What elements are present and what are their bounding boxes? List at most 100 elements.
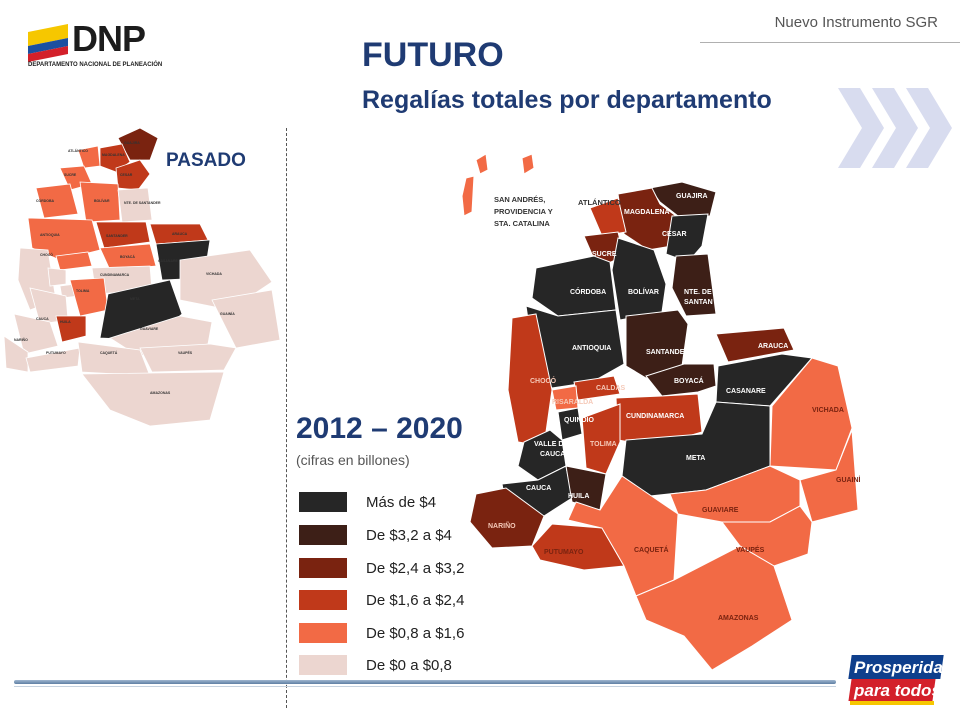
past-label-guainia: GUAINÍA <box>220 311 235 316</box>
past-label-casanare: CASANARE <box>158 259 179 263</box>
legend-label: De $1,6 a $2,4 <box>366 591 465 609</box>
label-cundinamarca: CUNDINAMARCA <box>626 413 684 420</box>
past-label-huila: HUILA <box>60 320 71 324</box>
past-label-choco: CHOCÓ <box>40 252 53 257</box>
legend-item: Más de $4 <box>299 491 436 513</box>
legend-label: De $0,8 a $1,6 <box>366 624 465 642</box>
past-label-guaviare: GUAVIARE <box>140 327 159 331</box>
region-nte-santander <box>671 253 717 317</box>
island-small <box>521 153 535 175</box>
region-huila <box>565 465 607 511</box>
region-guajira <box>649 181 717 217</box>
region-risaralda <box>551 385 579 411</box>
footer-bar-line <box>14 686 836 687</box>
page-subtitle: Regalías totales por departamento <box>362 86 772 114</box>
label-vichada: VICHADA <box>812 407 844 414</box>
header-rule <box>700 42 960 43</box>
legend-swatch <box>299 492 347 512</box>
region-cesar <box>665 213 709 263</box>
dnp-logo: DNP DEPARTAMENTO NACIONAL DE PLANEACIÓN <box>28 18 208 70</box>
past-label-arauca: ARAUCA <box>172 232 188 236</box>
label-huila: HUILA <box>568 493 589 500</box>
label-meta: META <box>686 455 705 462</box>
legend-label: Más de $4 <box>366 493 437 511</box>
label-nte-santander: NTE. DE <box>684 289 712 296</box>
legend-label: De $0 a $0,8 <box>366 656 452 674</box>
past-region-boyaca <box>99 243 157 271</box>
label-arauca: ARAUCA <box>758 343 788 350</box>
legend-swatch <box>299 558 347 578</box>
legend-swatch <box>299 655 347 675</box>
past-map-label: PASADO <box>166 150 246 171</box>
past-region-tolima <box>69 277 109 317</box>
past-region-nte-santander <box>117 187 153 223</box>
label-vaupes: VAUPÉS <box>736 545 765 554</box>
prosperidad-logo: Prosperidad para todos <box>846 655 953 707</box>
region-cordoba <box>531 255 617 317</box>
past-label-nte-santander: NTE. DE SANTANDER <box>124 201 161 205</box>
label-amazonas: AMAZONAS <box>718 615 759 622</box>
past-map: GUAJIRA MAGDALENA CESAR ATLÁNTICO SUCRE … <box>3 127 281 427</box>
region-quindio <box>557 407 583 441</box>
label-choco: CHOCÓ <box>530 376 557 385</box>
period-title: 2012 – 2020 <box>296 412 463 445</box>
label-narino: NARIÑO <box>488 521 516 530</box>
legend-item: De $0 a $0,8 <box>299 654 452 676</box>
legend-item: De $0,8 a $1,6 <box>299 622 464 644</box>
para-todos-text: para todos <box>854 681 941 700</box>
past-region-bolivar <box>79 181 121 223</box>
label-cauca: CAUCA <box>526 485 551 492</box>
past-label-vichada: VICHADA <box>206 272 222 276</box>
past-label-atlantico: ATLÁNTICO <box>68 148 88 153</box>
page-title: FUTURO <box>362 36 504 74</box>
region-atlantico <box>589 197 627 237</box>
dnp-logo-subtext: DEPARTAMENTO NACIONAL DE PLANEACIÓN <box>28 62 163 68</box>
label-antioquia: ANTIOQUIA <box>572 345 611 352</box>
past-region-guainia <box>211 289 281 349</box>
label-quindio: QUINDÍO <box>564 415 595 424</box>
past-label-antioquia: ANTIOQUIA <box>40 233 60 237</box>
island-providencia <box>461 175 475 217</box>
past-label-cordoba: CÓRDOBA <box>36 198 55 203</box>
brand-text: Nuevo Instrumento SGR <box>774 14 938 31</box>
label-risaralda: RISARALDA <box>552 399 593 406</box>
label-valle: VALLE DEL <box>534 441 573 448</box>
past-label-narino: NARIÑO <box>14 337 28 342</box>
chevrons-icon <box>838 88 952 168</box>
past-region-guajira <box>117 127 159 161</box>
past-region-atlantico <box>77 145 101 169</box>
period-note: (cifras en billones) <box>296 452 410 468</box>
label-san-andres-1: SAN ANDRÉS, <box>494 195 545 204</box>
dnp-logo-text: DNP <box>72 18 146 59</box>
region-amazonas <box>635 545 793 670</box>
label-atlantico: ATLÁNTICO <box>578 198 621 207</box>
region-arauca <box>715 327 795 363</box>
legend-item: De $3,2 a $4 <box>299 524 452 546</box>
past-label-vaupes: VAUPÉS <box>178 350 193 355</box>
label-boyaca: BOYACÁ <box>674 376 704 385</box>
past-region-narino <box>3 335 29 373</box>
region-guainia <box>799 429 859 523</box>
past-label-guajira: GUAJIRA <box>124 141 140 145</box>
label-guaviare: GUAVIARE <box>702 507 739 514</box>
label-tolima: TOLIMA <box>590 441 617 448</box>
label-casanare: CASANARE <box>726 388 766 395</box>
past-label-tolima: TOLIMA <box>76 289 90 293</box>
label-caldas: CALDAS <box>596 385 625 392</box>
label-valle-2: CAUCA <box>540 451 565 458</box>
label-magdalena: MAGDALENA <box>624 209 670 216</box>
label-guainia: GUAINÍA <box>836 475 860 484</box>
past-label-putumayo: PUTUMAYO <box>46 351 66 355</box>
past-region-cauca <box>13 313 59 355</box>
legend-label: De $2,4 a $3,2 <box>366 559 465 577</box>
past-label-cauca: CAUCA <box>36 317 49 321</box>
past-label-sucre: SUCRE <box>64 173 77 177</box>
past-label-cesar: CESAR <box>120 173 133 177</box>
label-san-andres-3: STA. CATALINA <box>494 219 550 228</box>
past-label-caqueta: CAQUETÁ <box>100 350 118 355</box>
label-cordoba: CÓRDOBA <box>570 287 606 296</box>
past-label-amazonas: AMAZONAS <box>150 391 171 395</box>
past-label-cundinamarca: CUNDINAMARCA <box>100 273 130 277</box>
label-guajira: GUAJIRA <box>676 193 708 200</box>
legend-item: De $2,4 a $3,2 <box>299 557 464 579</box>
